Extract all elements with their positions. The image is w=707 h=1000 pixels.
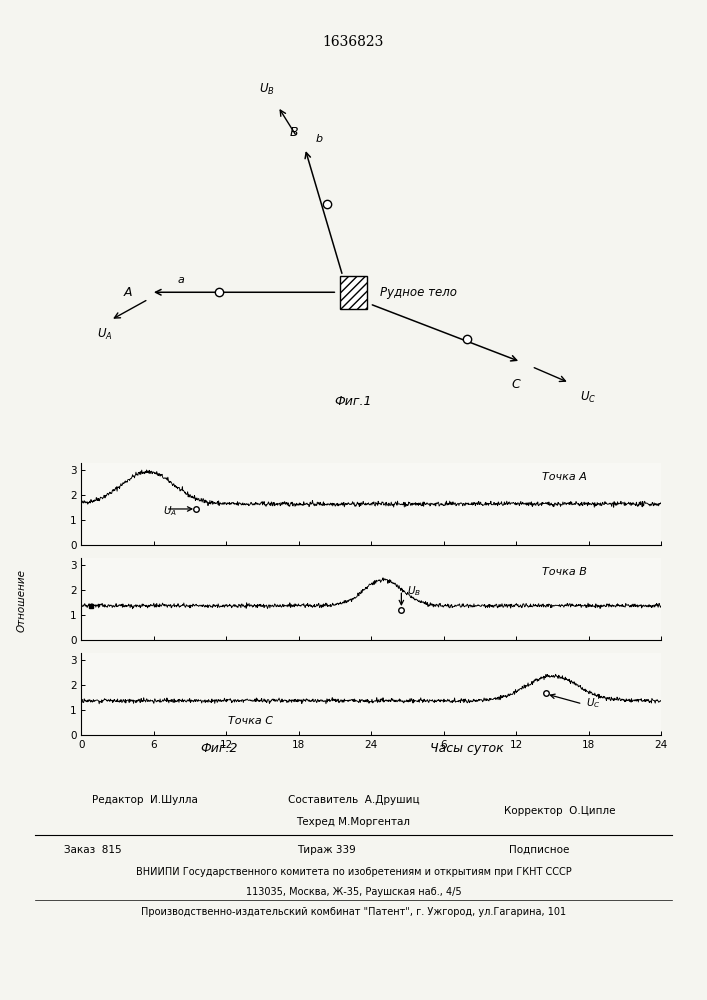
Text: B: B: [290, 126, 298, 139]
Text: Редактор  И.Шулла: Редактор И.Шулла: [92, 795, 198, 805]
Text: b: b: [316, 134, 323, 144]
Text: Часы суток: Часы суток: [430, 742, 503, 755]
Text: Точка С: Точка С: [228, 716, 273, 726]
Text: Тираж 339: Тираж 339: [297, 845, 356, 855]
Text: Заказ  815: Заказ 815: [64, 845, 122, 855]
Text: $U_B$: $U_B$: [259, 82, 275, 97]
Text: ВНИИПИ Государственного комитета по изобретениям и открытиям при ГКНТ СССР: ВНИИПИ Государственного комитета по изоб…: [136, 867, 571, 877]
Text: $U_C$: $U_C$: [586, 696, 601, 710]
Text: $U_B$: $U_B$: [407, 584, 421, 598]
Text: Производственно-издательский комбинат "Патент", г. Ужгород, ул.Гагарина, 101: Производственно-издательский комбинат "П…: [141, 907, 566, 917]
Text: C: C: [511, 378, 520, 391]
Text: Фиг.1: Фиг.1: [334, 395, 373, 408]
Text: Точка B: Точка B: [542, 567, 587, 577]
Polygon shape: [340, 276, 367, 309]
Text: Составитель  А.Друшиц: Составитель А.Друшиц: [288, 795, 419, 805]
Text: $U_C$: $U_C$: [580, 390, 597, 405]
Text: Точка А: Точка А: [542, 472, 587, 482]
Text: $U_A$: $U_A$: [163, 504, 177, 518]
Text: a: a: [177, 275, 184, 285]
Text: $U_A$: $U_A$: [98, 327, 113, 342]
Text: Фиг.2: Фиг.2: [200, 742, 238, 755]
Text: A: A: [124, 286, 132, 299]
Text: 1636823: 1636823: [323, 35, 384, 49]
Text: Подписное: Подписное: [509, 845, 569, 855]
Text: Рудное тело: Рудное тело: [380, 286, 457, 299]
Text: Техред М.Моргентал: Техред М.Моргентал: [296, 817, 411, 827]
Text: Отношение: Отношение: [16, 568, 26, 632]
Text: Корректор  О.Ципле: Корректор О.Ципле: [503, 806, 615, 816]
Text: 113035, Москва, Ж-35, Раушская наб., 4/5: 113035, Москва, Ж-35, Раушская наб., 4/5: [246, 887, 461, 897]
